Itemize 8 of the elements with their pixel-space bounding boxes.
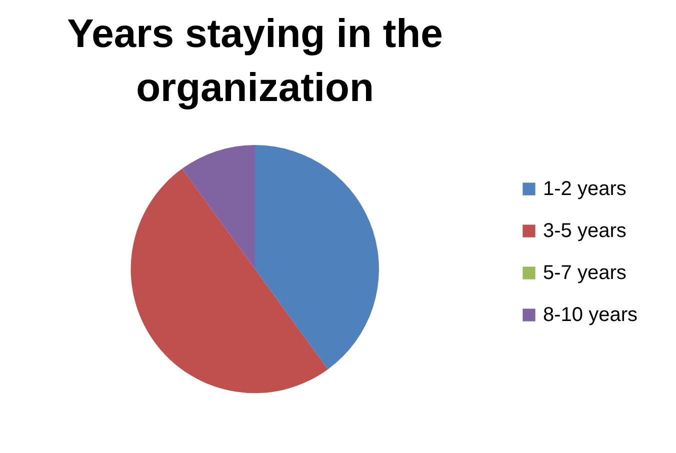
legend-label: 1-2 years [543, 178, 626, 200]
legend-label: 8-10 years [543, 304, 638, 326]
pie-slice [131, 168, 328, 394]
legend-label: 3-5 years [543, 220, 626, 242]
pie-slice [255, 145, 379, 370]
pie-slice [182, 145, 255, 269]
chart-title: Years staying in the organization [67, 12, 443, 110]
legend-label: 5-7 years [543, 262, 626, 284]
